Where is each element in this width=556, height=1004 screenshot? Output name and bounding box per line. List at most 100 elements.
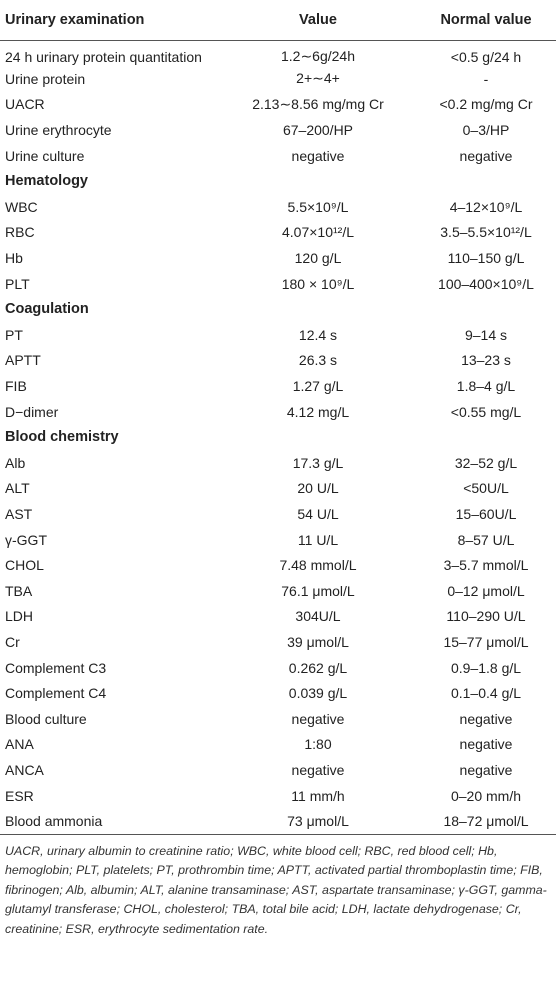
table-header: Urinary examination Value Normal value [0,0,556,41]
row-label: ESR [5,787,34,804]
cell: 0–12 μmol/L [447,582,525,599]
section-title: Coagulation [5,301,89,318]
cell: 9–14 s [464,326,508,343]
cell: 5.5×10⁹/L [287,198,349,215]
row-label: Hb [5,250,23,267]
cell: negative [459,761,513,778]
cell: 54 U/L [297,505,339,522]
cell: 7.48 mmol/L [279,557,357,574]
cell: negative [291,710,345,727]
cell: <0.55 mg/L [450,403,522,420]
cell: 1:80 [304,736,332,753]
cell: 110–290 U/L [446,608,526,625]
row-label: Urine culture [5,147,85,164]
cell: <0.2 mg/mg Cr [439,96,533,113]
table-row: Hb 120 g/L 110–150 g/L [0,245,556,271]
row-label: Urine protein [5,70,86,87]
table-row: 24 h urinary protein quantitation 1.2∼6g/… [0,41,556,67]
footnote: UACR, urinary albumin to creatinine rati… [5,843,547,936]
row-label: Blood ammonia [5,813,103,830]
row-label: FIB [5,378,27,395]
table-row: γ-GGT 11 U/L 8–57 U/L [0,527,556,553]
row-label: APTT [5,352,41,369]
cell: 20 U/L [297,480,339,497]
cell: 3–5.7 mmol/L [443,557,529,574]
cell: 0.1–0.4 g/L [450,685,522,702]
table-body: 24 h urinary protein quantitation 1.2∼6g/… [0,41,556,834]
column-header: Urinary examination [0,0,220,41]
cell: 1.27 g/L [292,378,344,395]
table-row: Blood ammonia 73 μmol/L 18–72 μmol/L [0,808,556,834]
cell: 0–20 mm/h [450,787,522,804]
cell: 3.5–5.5×10¹²/L [440,224,532,241]
row-label: CHOL [5,557,44,574]
table-row: RBC 4.07×10¹²/L 3.5–5.5×10¹²/L [0,220,556,246]
table-row: LDH 304U/L 110–290 U/L [0,604,556,630]
cell: 13–23 s [461,352,511,369]
table-row: WBC 5.5×10⁹/L 4–12×10⁹/L [0,194,556,220]
row-label: Complement C4 [5,685,107,702]
table-row: AST 54 U/L 15–60U/L [0,501,556,527]
cell: 11 mm/h [291,787,345,804]
row-label: Urine erythrocyte [5,122,112,139]
cell: - [483,70,489,87]
cell: 18–72 μmol/L [443,813,529,830]
cell: 180 × 10⁹/L [281,275,355,292]
cell: negative [459,147,513,164]
cell: negative [459,736,513,753]
row-label: UACR [5,96,45,113]
table-row: Alb 17.3 g/L 32–52 g/L [0,450,556,476]
cell: 67–200/HP [282,122,354,139]
cell: 76.1 μmol/L [281,582,355,599]
cell: 0.262 g/L [288,659,348,676]
cell: 17.3 g/L [292,454,344,471]
section-row: Blood chemistry [0,424,556,450]
cell: 26.3 s [298,352,338,369]
column-header: Normal value [416,0,556,41]
cell: <50U/L [463,480,509,497]
cell: 15–77 μmol/L [443,633,529,650]
table-row: D−dimer 4.12 mg/L <0.55 mg/L [0,399,556,425]
cell: 2+∼4+ [296,70,340,87]
section-row: Coagulation [0,296,556,322]
header-row: Urinary examination Value Normal value [0,0,556,41]
table-row: APTT 26.3 s 13–23 s [0,348,556,374]
row-label: ALT [5,480,30,497]
cell: 0–3/HP [462,122,510,139]
row-label: D−dimer [5,403,59,420]
table-row: CHOL 7.48 mmol/L 3–5.7 mmol/L [0,552,556,578]
cell: 73 μmol/L [287,813,349,830]
row-label: ANCA [5,761,44,778]
cell: 1.2∼6g/24h [280,48,355,65]
cell: negative [291,761,345,778]
cell: 2.13∼8.56 mg/mg Cr [252,95,384,112]
cell: 39 μmol/L [287,633,349,650]
table-row: Urine protein 2+∼4+ - [0,66,556,92]
table-row: Blood culture negative negative [0,706,556,732]
cell: 304U/L [295,608,341,625]
table-row: Complement C3 0.262 g/L 0.9–1.8 g/L [0,655,556,681]
cell: 0.9–1.8 g/L [450,659,522,676]
row-label: WBC [5,198,38,215]
lab-table: Urinary examination Value Normal value 2… [0,0,556,834]
section-title: Hematology [5,173,88,190]
cell: <0.5 g/24 h [450,48,522,65]
cell: 15–60U/L [455,505,517,522]
cell: 8–57 U/L [457,531,515,548]
section-title: Blood chemistry [5,429,119,446]
table-row: PT 12.4 s 9–14 s [0,322,556,348]
column-header: Value [220,0,416,41]
table-rule [0,833,556,835]
row-label: γ-GGT [5,531,47,548]
table-row: Urine erythrocyte 67–200/HP 0–3/HP [0,117,556,143]
row-label: Blood culture [5,710,87,727]
table-row: ESR 11 mm/h 0–20 mm/h [0,783,556,809]
row-label: PLT [5,275,30,292]
row-label: Alb [5,454,26,471]
cell: 1.8–4 g/L [456,378,516,395]
cell: negative [459,710,513,727]
row-label: TBA [5,582,33,599]
row-label: PT [5,326,23,343]
cell: 32–52 g/L [454,454,518,471]
